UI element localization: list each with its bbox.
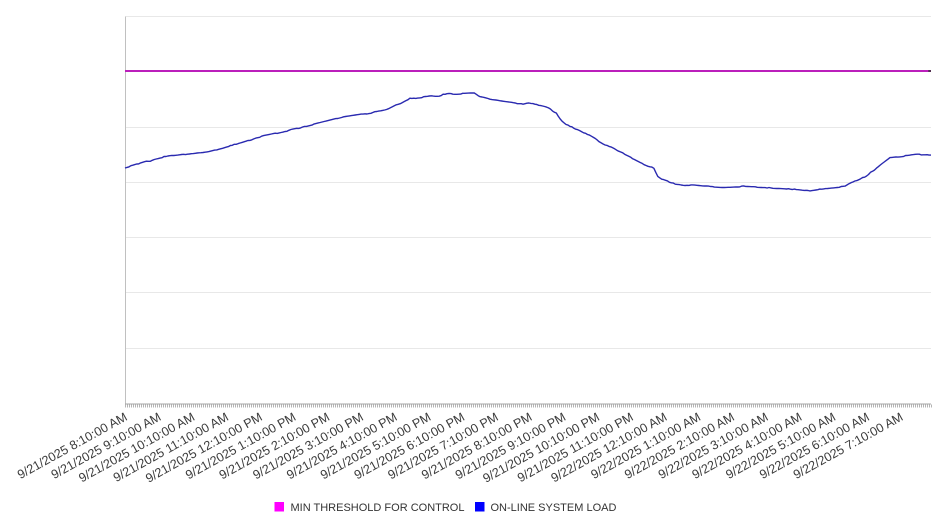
svg-text:ON-LINE SYSTEM LOAD: ON-LINE SYSTEM LOAD (491, 502, 617, 514)
svg-text:MIN THRESHOLD FOR CONTROL: MIN THRESHOLD FOR CONTROL (291, 502, 465, 514)
